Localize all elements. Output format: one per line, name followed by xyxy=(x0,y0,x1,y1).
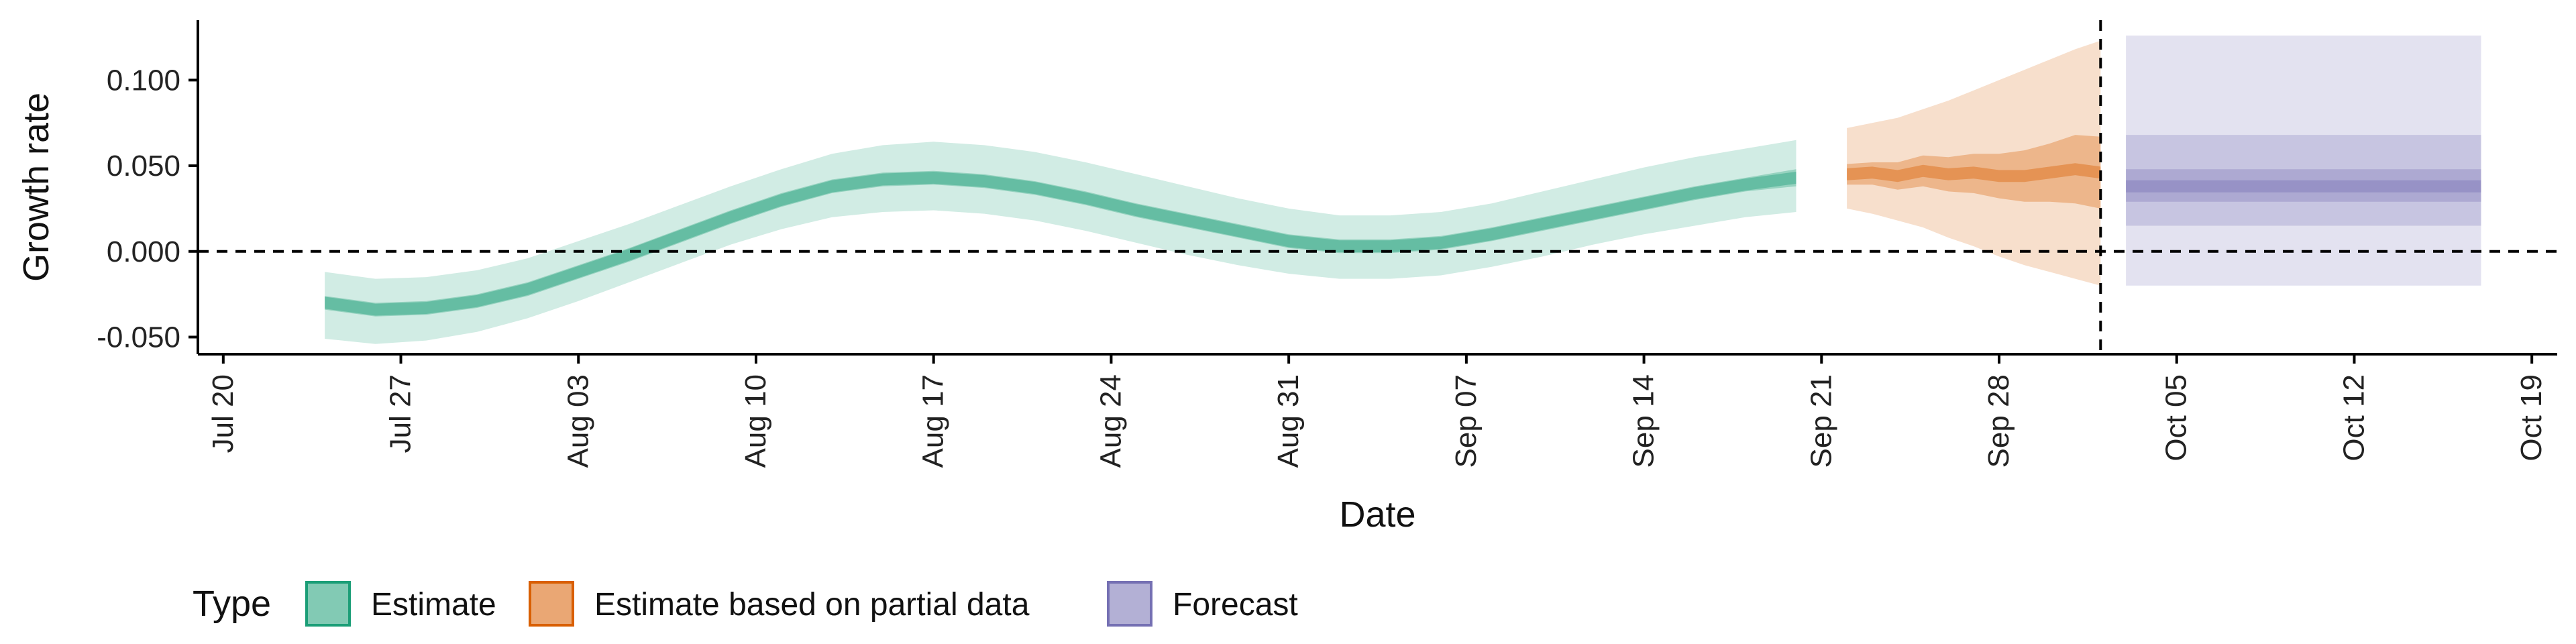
y-ticks: 0.100 0.050 0.000 -0.050 xyxy=(97,64,198,354)
plot-area xyxy=(198,20,2557,354)
y-axis-title: Growth rate xyxy=(16,93,56,282)
band-90 xyxy=(325,140,1796,344)
legend-item-estimate-based-on-partial-data: Estimate based on partial data xyxy=(529,581,1030,627)
x-tick-label: Aug 17 xyxy=(917,374,950,468)
y-axis: 0.100 0.050 0.000 -0.050 Growth rate xyxy=(16,20,199,354)
x-tick-label: Oct 19 xyxy=(2515,374,2548,462)
uncertainty-bands xyxy=(325,36,2481,344)
legend-swatch xyxy=(1107,581,1152,627)
x-tick-label: Aug 31 xyxy=(1272,374,1305,468)
band-90 xyxy=(2126,36,2481,286)
legend-swatch xyxy=(529,581,574,627)
band-50 xyxy=(2126,169,2481,202)
series-estimate-based-on-partial-data xyxy=(1847,40,2101,286)
x-tick-label: Oct 05 xyxy=(2160,374,2193,462)
legend-item-forecast: Forecast xyxy=(1107,581,1298,627)
y-tick-label: 0.000 xyxy=(107,235,180,268)
x-axis: Jul 20 Jul 27 Aug 03 Aug 10 Aug 17 Aug 24 Aug … xyxy=(198,353,2557,535)
x-tick-label: Aug 24 xyxy=(1094,374,1127,468)
y-tick-label: 0.100 xyxy=(107,64,180,97)
x-tick-label: Jul 20 xyxy=(207,374,239,453)
legend-item-estimate: Estimate xyxy=(305,581,496,627)
y-tick-label: -0.050 xyxy=(97,321,180,354)
x-tick-label: Sep 28 xyxy=(1982,374,2015,468)
x-tick-label: Oct 12 xyxy=(2337,374,2370,462)
legend-items: Estimate Estimate based on partial data Fo… xyxy=(305,581,1298,627)
x-tick-label: Sep 07 xyxy=(1450,374,1483,468)
y-tick-label: 0.050 xyxy=(107,150,180,182)
series-forecast xyxy=(2126,36,2481,286)
band-90 xyxy=(1847,40,2101,286)
band-median xyxy=(1847,163,2101,182)
band-75 xyxy=(2126,135,2481,226)
x-tick-label: Jul 27 xyxy=(384,374,417,453)
legend-label: Estimate xyxy=(371,587,496,623)
x-ticks: Jul 20 Jul 27 Aug 03 Aug 10 Aug 17 Aug 24 Aug … xyxy=(207,354,2548,468)
band-50 xyxy=(325,169,1796,317)
legend-title: Type xyxy=(193,584,271,624)
band-median xyxy=(2126,180,2481,193)
legend: Type Estimate Estimate based on partial d… xyxy=(193,581,1298,627)
legend-label: Forecast xyxy=(1173,587,1298,623)
x-axis-title: Date xyxy=(1339,494,1415,535)
x-tick-label: Sep 21 xyxy=(1805,374,1837,468)
band-50 xyxy=(1847,135,2101,209)
x-tick-label: Sep 14 xyxy=(1627,374,1660,468)
legend-label: Estimate based on partial data xyxy=(594,587,1030,623)
band-median xyxy=(325,172,1796,316)
x-tick-label: Aug 10 xyxy=(739,374,772,468)
x-tick-label: Aug 03 xyxy=(561,374,594,468)
legend-swatch xyxy=(305,581,351,627)
series-estimate xyxy=(325,140,1796,344)
